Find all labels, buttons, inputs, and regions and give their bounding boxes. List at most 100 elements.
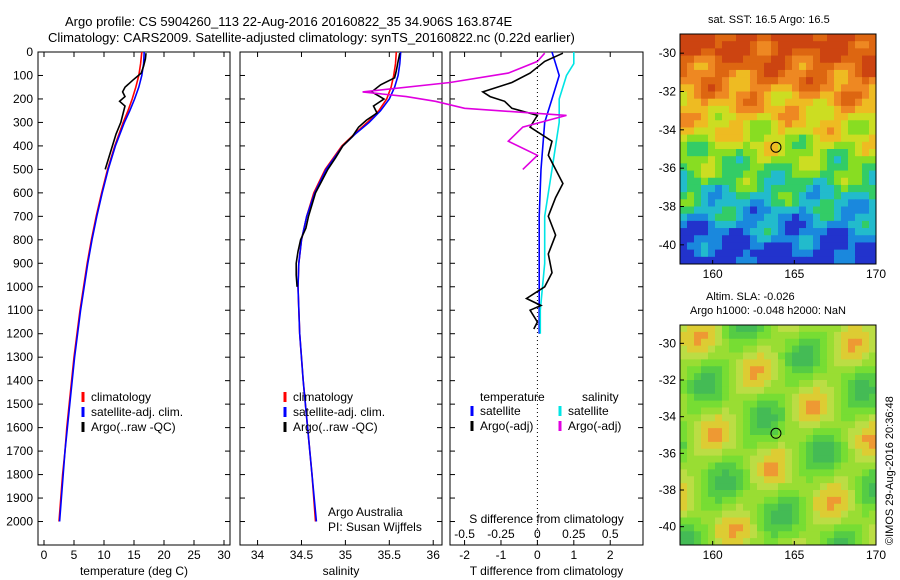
heatmap-cell xyxy=(771,352,779,360)
heatmap-cell xyxy=(715,213,723,222)
heatmap-cell xyxy=(743,55,751,64)
heatmap-cell xyxy=(757,192,765,200)
heatmap-cell xyxy=(715,77,723,85)
heatmap-cell xyxy=(813,120,821,128)
heatmap-cell xyxy=(764,524,772,532)
heatmap-cell xyxy=(841,98,849,107)
heatmap-cell xyxy=(834,105,842,114)
heatmap-cell xyxy=(834,455,842,464)
heatmap-cell xyxy=(694,435,702,443)
heatmap-cell xyxy=(708,538,716,546)
heatmap-cell xyxy=(680,69,688,78)
heatmap-cell xyxy=(722,517,730,525)
heatmap-cell xyxy=(694,256,702,265)
heatmap-cell xyxy=(715,400,723,409)
heatmap-cell xyxy=(848,120,856,128)
heatmap-cell xyxy=(722,41,730,49)
heatmap-cell xyxy=(764,393,772,402)
heatmap-cell xyxy=(708,517,716,525)
y-tick-label: 600 xyxy=(13,186,33,200)
legend-label: Argo(..raw -QC) xyxy=(293,420,378,434)
heatmap-cell xyxy=(855,524,863,532)
heatmap-cell xyxy=(743,91,751,100)
heatmap-cell xyxy=(729,62,737,71)
heatmap-cell xyxy=(680,62,688,71)
heatmap-cell xyxy=(827,414,835,422)
heatmap-cell xyxy=(694,496,702,505)
heatmap-cell xyxy=(813,325,821,333)
heatmap-cell xyxy=(708,373,716,381)
heatmap-cell xyxy=(820,325,828,333)
heatmap-cell xyxy=(708,338,716,347)
heatmap-cell xyxy=(841,414,849,422)
heatmap-cell xyxy=(736,373,744,381)
heatmap-cell xyxy=(694,69,702,78)
y-tick-label: 1100 xyxy=(7,303,33,317)
heatmap-cell xyxy=(855,41,863,49)
x-tick-label: 2 xyxy=(607,548,614,562)
heatmap-cell xyxy=(813,55,821,64)
heatmap-cell xyxy=(764,48,772,57)
heatmap-cell xyxy=(708,77,716,85)
heatmap-cell xyxy=(806,359,814,367)
heatmap-cell xyxy=(778,366,786,374)
heatmap-cell xyxy=(869,531,877,539)
heatmap-cell xyxy=(708,199,716,207)
heatmap-cell xyxy=(785,113,793,121)
heatmap-cell xyxy=(715,192,723,200)
heatmap-cell xyxy=(862,105,870,114)
heatmap-cell xyxy=(785,373,793,381)
heatmap-cell xyxy=(820,490,828,498)
heatmap-cell xyxy=(764,338,772,347)
heatmap-cell xyxy=(771,428,779,436)
heatmap-cell xyxy=(799,105,807,114)
heatmap-cell xyxy=(827,170,835,179)
heatmap-cell xyxy=(757,400,765,409)
heatmap-cell xyxy=(841,331,849,340)
heatmap-cell xyxy=(778,462,786,470)
heatmap-cell xyxy=(827,69,835,78)
heatmap-cell xyxy=(736,331,744,340)
heatmap-cell xyxy=(834,476,842,484)
heatmap-cell xyxy=(799,84,807,92)
heatmap-cell xyxy=(722,235,730,243)
heatmap-cell xyxy=(701,127,709,136)
heatmap-cell xyxy=(708,421,716,429)
heatmap-cell xyxy=(834,400,842,409)
heatmap-cell xyxy=(862,156,870,164)
heatmap-cell xyxy=(729,373,737,381)
heatmap-cell xyxy=(827,338,835,347)
legend-label: satellite xyxy=(480,404,521,418)
heatmap-cell xyxy=(771,510,779,519)
y-tick-label: 1700 xyxy=(6,444,33,458)
heatmap-cell xyxy=(862,177,870,186)
heatmap-cell xyxy=(848,393,856,402)
heatmap-cell xyxy=(862,134,870,143)
heatmap-cell xyxy=(757,98,765,107)
heatmap-cell xyxy=(792,510,800,519)
heatmap-cell xyxy=(778,156,786,164)
heatmap-cell xyxy=(708,141,716,150)
heatmap-cell xyxy=(785,407,793,415)
heatmap-cell xyxy=(862,170,870,179)
heatmap-cell xyxy=(778,400,786,409)
x-tick-label: 5 xyxy=(71,548,78,562)
heatmap-cell xyxy=(806,235,814,243)
heatmap-cell xyxy=(827,184,835,193)
heatmap-cell xyxy=(862,352,870,360)
heatmap-cell xyxy=(708,213,716,222)
heatmap-cell xyxy=(792,483,800,491)
heatmap-cell xyxy=(827,127,835,136)
heatmap-cell xyxy=(687,249,695,258)
heatmap-cell xyxy=(701,407,709,415)
heatmap-cell xyxy=(855,352,863,360)
heatmap-cell xyxy=(750,538,758,546)
heatmap-cell xyxy=(820,428,828,436)
heatmap-cell xyxy=(785,510,793,519)
heatmap-cell xyxy=(855,462,863,470)
heatmap-cell xyxy=(750,113,758,121)
heatmap-cell xyxy=(792,455,800,464)
heatmap-cell xyxy=(848,531,856,539)
heatmap-cell xyxy=(855,441,863,450)
heatmap-cell xyxy=(715,69,723,78)
